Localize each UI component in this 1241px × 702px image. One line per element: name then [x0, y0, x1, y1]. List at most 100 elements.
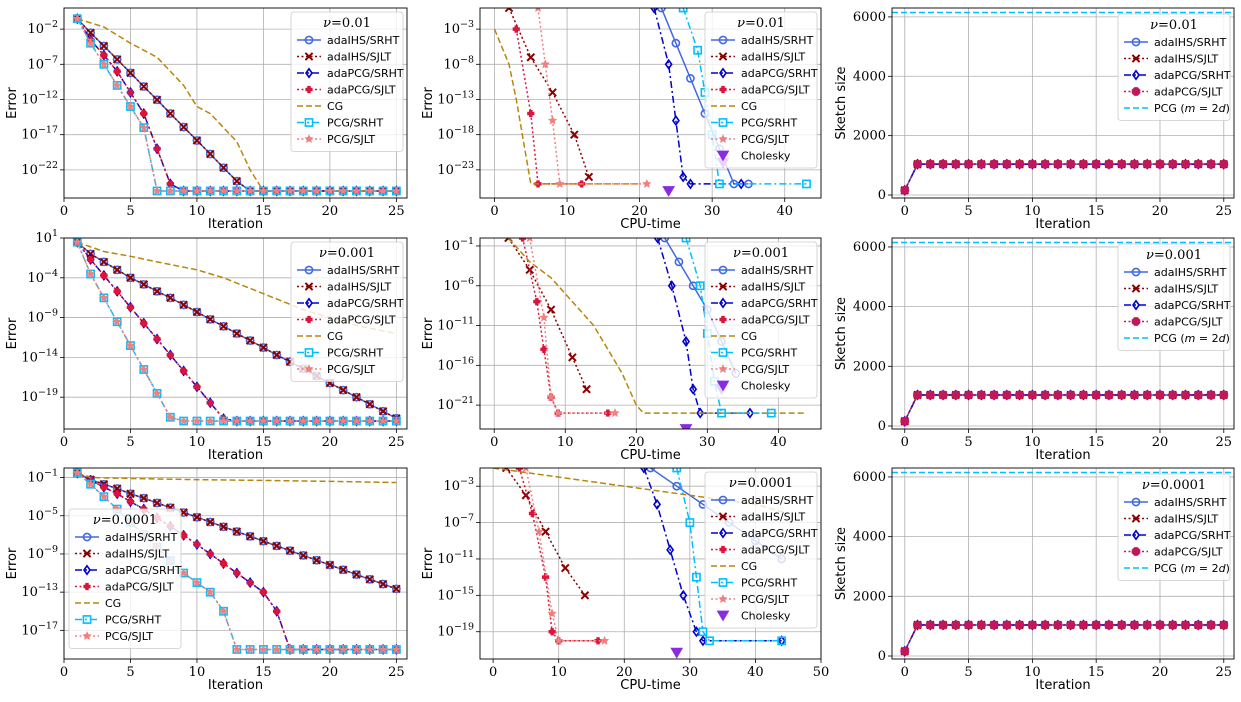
legend-title: ν=0.01: [1150, 18, 1198, 33]
legend-label: adaPCG/SJLT: [105, 581, 174, 594]
chart-panel-r0c2: 0 5 10 15 20 25 0 2000 4000 6000 Iteration Sketch s…: [834, 7, 1235, 232]
legend-label: adaPCG/SJLT: [327, 84, 396, 97]
series-line: [521, 238, 608, 414]
series-marker: [152, 498, 162, 508]
series-marker: [548, 628, 556, 636]
x-tick-label: 0: [60, 435, 68, 450]
series-marker: [672, 468, 682, 473]
x-tick-label: 0: [489, 665, 497, 680]
series-marker: [535, 8, 542, 13]
series-marker: [338, 185, 348, 196]
legend-label: adaPCG/SRHT: [741, 527, 818, 540]
legend-label: CG: [741, 100, 757, 113]
y-axis-label: Sketch size: [834, 297, 849, 370]
x-tick-label: 0: [60, 204, 68, 219]
y-tick-label: 2000: [853, 589, 886, 604]
series-marker: [610, 408, 620, 418]
series-marker: [192, 185, 202, 196]
series-marker: [642, 178, 652, 189]
series-marker: [152, 287, 162, 296]
series-marker: [391, 584, 401, 594]
legend-marker: [718, 495, 728, 505]
series-marker: [547, 608, 557, 618]
series-marker: [1181, 159, 1190, 169]
series-marker: [271, 185, 282, 196]
legend-title: ν=0.001: [319, 246, 375, 261]
series-marker: [1168, 620, 1178, 630]
series-marker: [1053, 390, 1063, 400]
legend-marker: [718, 348, 728, 357]
x-axis-label: CPU-time: [620, 217, 681, 232]
x-tick-label: 10: [189, 204, 206, 219]
series-marker: [139, 280, 149, 289]
y-axis-label: Error: [421, 547, 436, 579]
y-axis-label: Error: [421, 317, 436, 349]
series-marker: [153, 335, 161, 343]
series-marker: [218, 606, 229, 616]
x-tick-label: 10: [189, 665, 206, 680]
y-tick-label: 10−19: [437, 622, 474, 640]
y-tick-label: 10−9: [27, 544, 58, 562]
series-marker: [1002, 620, 1012, 630]
y-tick-label: 10−3: [443, 19, 474, 37]
legend-label: adaIHS/SRHT: [1154, 36, 1227, 49]
series-marker: [258, 185, 269, 196]
series-marker: [232, 329, 242, 338]
series-marker: [113, 67, 121, 75]
series-marker: [737, 178, 746, 190]
series-marker: [686, 178, 695, 190]
series-marker: [1142, 390, 1152, 400]
x-tick-label: 50: [813, 665, 830, 680]
legend-marker: [82, 549, 92, 558]
series-marker: [219, 163, 228, 173]
y-tick-label: 10−17: [21, 620, 58, 638]
series-marker: [1142, 620, 1152, 630]
legend-box: [290, 241, 404, 382]
x-axis-label: Iteration: [1035, 678, 1090, 693]
series-marker: [338, 415, 348, 426]
series-marker: [989, 159, 999, 169]
y-tick-label: 10−14: [21, 347, 58, 365]
chart-panel-r1c0: 0 5 10 15 20 25 101 10−4 10−9 10−14 10−19 Iteration…: [5, 228, 408, 463]
legend-marker: [304, 35, 314, 45]
series-marker: [126, 88, 135, 97]
legend-marker: [82, 630, 92, 641]
x-axis-label: Iteration: [208, 448, 263, 463]
series-marker: [205, 587, 216, 597]
legend-label: adaPCG/SRHT: [327, 67, 404, 80]
series-marker: [692, 572, 701, 582]
legend-box: [1117, 13, 1231, 121]
y-tick-label: 10−11: [437, 549, 474, 567]
series-marker: [1066, 620, 1075, 630]
series-marker: [1104, 390, 1114, 400]
y-tick-label: 10−2: [27, 19, 58, 37]
series-marker: [653, 238, 662, 244]
x-tick-label: 20: [1152, 435, 1169, 450]
series-marker: [1015, 620, 1024, 630]
series-marker: [126, 68, 135, 78]
series-marker: [99, 59, 109, 69]
series-marker: [352, 392, 361, 402]
x-tick-label: 0: [60, 665, 68, 680]
y-tick-label: 0: [878, 419, 886, 434]
series-marker: [219, 522, 228, 532]
y-tick-label: 6000: [853, 10, 886, 25]
series-marker: [205, 149, 215, 159]
series-marker: [271, 644, 282, 654]
series-marker: [245, 185, 255, 196]
legend-label: adaPCG/SRHT: [327, 297, 404, 310]
series-line: [507, 238, 588, 390]
legend-marker: [718, 265, 728, 275]
series-marker: [365, 575, 375, 584]
legend-label: adaPCG/SJLT: [741, 314, 810, 327]
series-marker: [325, 185, 335, 196]
x-tick-label: 25: [388, 665, 405, 680]
plot-area: [892, 11, 1234, 196]
x-tick-label: 5: [964, 435, 972, 450]
series-marker: [219, 321, 228, 331]
x-tick-label: 20: [322, 435, 339, 450]
series-marker: [232, 527, 242, 536]
series-marker: [504, 8, 514, 13]
series-marker: [560, 563, 570, 573]
x-tick-label: 30: [682, 665, 699, 680]
